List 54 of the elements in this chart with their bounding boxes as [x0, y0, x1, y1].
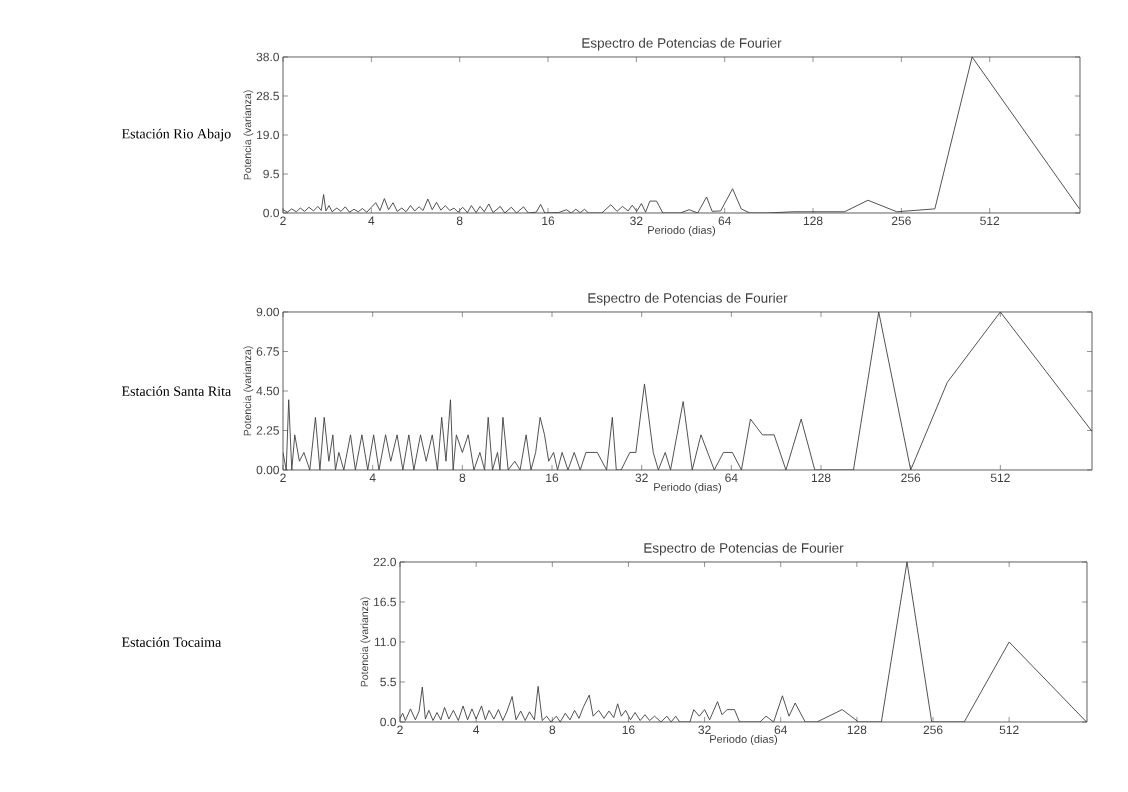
- y-tick-label: 11.0: [374, 637, 397, 647]
- chart-title: Espectro de Potencias de Fourier: [644, 542, 844, 556]
- x-axis-title: Periodo (dias): [710, 734, 778, 746]
- x-tick-label: 256: [923, 725, 943, 735]
- x-tick-label: 256: [891, 216, 911, 226]
- x-tick-label: 32: [630, 216, 643, 226]
- x-axis-title: Periodo (dias): [654, 482, 722, 494]
- x-tick-label: 4: [369, 473, 376, 482]
- y-tick-label: 4.50: [256, 386, 280, 396]
- x-tick-label: 128: [847, 725, 867, 735]
- x-tick-label: 128: [811, 473, 831, 483]
- chart-title: Espectro de Potencias de Fourier: [588, 292, 788, 306]
- x-tick-label: 4: [368, 216, 375, 225]
- x-tick-label: 512: [980, 216, 1000, 226]
- x-tick-label: 64: [718, 216, 731, 226]
- x-tick-label: 512: [990, 473, 1010, 483]
- text: Estación Rio Abajo: [121, 128, 231, 142]
- y-axis-title: Potencia (varianza): [360, 597, 371, 687]
- x-tick-label: 4: [473, 725, 480, 734]
- y-axis-title: Potencia (varianza): [243, 346, 254, 436]
- x-tick-label: 2: [397, 725, 403, 734]
- x-tick-label: 256: [901, 473, 921, 483]
- x-tick-label: 2: [280, 216, 286, 225]
- x-tick-label: 32: [698, 725, 711, 735]
- y-tick-label: 6.75: [256, 347, 279, 356]
- y-axis-title: Potencia (varianza): [243, 90, 254, 180]
- y-tick-label: 9.5: [263, 169, 279, 179]
- x-tick-label: 64: [774, 725, 788, 735]
- text: Estación Santa Rita: [121, 386, 232, 396]
- y-tick-label: 22.0: [373, 557, 397, 567]
- x-tick-label: 16: [542, 216, 555, 226]
- y-tick-label: 16.5: [374, 597, 396, 607]
- y-tick-label: 19.0: [257, 130, 280, 140]
- chart-title: Espectro de Potencias de Fourier: [582, 37, 782, 51]
- y-tick-label: 28.5: [256, 91, 279, 101]
- y-tick-label: 0.00: [256, 465, 280, 475]
- x-tick-label: 8: [456, 216, 463, 226]
- y-tick-label: 38.0: [256, 52, 280, 62]
- y-tick-label: 0.0: [263, 208, 280, 218]
- x-tick-label: 16: [622, 725, 635, 735]
- x-tick-label: 8: [459, 473, 466, 483]
- y-tick-label: 9.00: [256, 307, 280, 317]
- x-axis-title: Periodo (dias): [648, 225, 716, 237]
- y-tick-label: 5.5: [380, 677, 396, 687]
- x-tick-label: 2: [280, 473, 286, 482]
- x-tick-label: 128: [803, 216, 823, 226]
- x-tick-label: 32: [635, 473, 648, 483]
- x-tick-label: 16: [546, 473, 559, 483]
- y-tick-label: 0.0: [380, 717, 397, 727]
- x-tick-label: 8: [549, 725, 556, 735]
- y-tick-label: 2.25: [256, 426, 279, 435]
- x-tick-label: 512: [999, 725, 1019, 735]
- text: Estación Tocaima: [121, 637, 222, 647]
- x-tick-label: 64: [725, 473, 738, 483]
